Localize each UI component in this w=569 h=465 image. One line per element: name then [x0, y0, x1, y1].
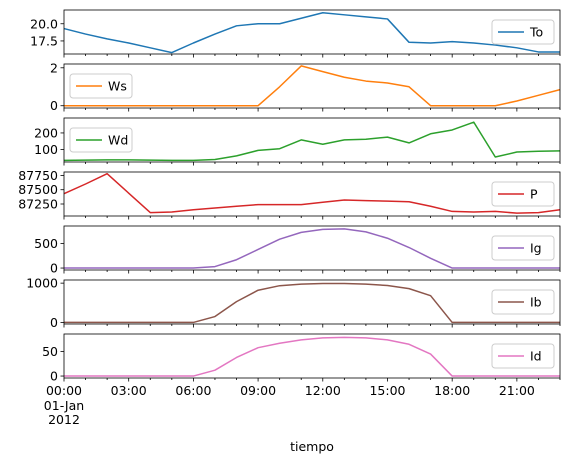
y-tick-label: 0 — [50, 261, 58, 276]
x-tick-label: 03:00 — [111, 383, 147, 398]
x-tick-label: 21:00 — [499, 383, 535, 398]
legend: Wd — [69, 127, 133, 153]
y-tick-label: 20.0 — [30, 16, 58, 31]
x-tick-label: 15:00 — [369, 383, 405, 398]
panel-to: 17.5 20.0 To — [30, 9, 561, 58]
legend-label: P — [530, 187, 538, 202]
y-tick-label: 17.5 — [30, 33, 58, 48]
axes-frame — [63, 225, 561, 271]
legend: P — [491, 181, 555, 207]
x-tick-label: 06:00 — [175, 383, 211, 398]
y-tick-label: 200 — [34, 125, 58, 140]
legend-label: Ig — [530, 241, 542, 256]
axes-frame — [63, 63, 561, 109]
panel-wd: 100 200 Wd — [34, 117, 561, 166]
series-line-ws — [64, 65, 561, 107]
x-date-label: 01-Jan — [44, 398, 84, 413]
legend-label: Id — [530, 349, 542, 364]
y-tick-label: 0 — [50, 98, 58, 113]
axes-frame — [63, 279, 561, 325]
y-tick-label: 0 — [50, 369, 58, 384]
series-line-ib — [64, 282, 560, 324]
panel-ib: 0 1000 Ib — [26, 276, 561, 330]
legend: Ig — [491, 235, 555, 261]
panel-id: 0 50 Id — [42, 333, 561, 384]
x-axis-label: tiempo — [290, 439, 334, 454]
series-line-p — [63, 172, 561, 214]
y-tick-label: 0 — [50, 315, 58, 330]
legend-label: Ib — [530, 295, 542, 310]
panel-ws: 0 2 Ws — [50, 60, 561, 113]
x-tick-label: 09:00 — [240, 383, 276, 398]
y-tick-label: 100 — [34, 142, 58, 157]
y-tick-label: 87500 — [18, 182, 58, 197]
y-tick-label: 50 — [42, 344, 58, 359]
x-date-label: 2012 — [48, 412, 80, 427]
legend-label: To — [529, 25, 543, 40]
x-tick-label: 12:00 — [305, 383, 341, 398]
legend: To — [491, 19, 555, 45]
legend-label: Wd — [108, 133, 128, 148]
x-tick-label: 18:00 — [434, 383, 470, 398]
legend: Id — [491, 343, 555, 369]
y-tick-label: 87750 — [18, 168, 58, 183]
legend: Ib — [491, 289, 555, 315]
panel-ig: 0 500 Ig — [34, 225, 561, 276]
series-line-wd — [63, 121, 561, 162]
axes-frame — [63, 171, 561, 217]
y-tick-label: 87250 — [18, 197, 58, 212]
legend-label: Ws — [108, 79, 127, 94]
y-tick-label: 500 — [34, 236, 58, 251]
axes-frame — [63, 9, 561, 55]
series-line-ig — [64, 228, 560, 269]
y-tick-label: 1000 — [26, 276, 58, 291]
legend: Ws — [69, 73, 133, 99]
axes-frame — [63, 117, 561, 163]
y-tick-label: 2 — [50, 60, 58, 75]
series-line-id — [64, 336, 560, 377]
series-line-to — [63, 12, 560, 54]
axes-frame — [63, 333, 561, 379]
x-tick-label: 00:00 — [46, 383, 82, 398]
